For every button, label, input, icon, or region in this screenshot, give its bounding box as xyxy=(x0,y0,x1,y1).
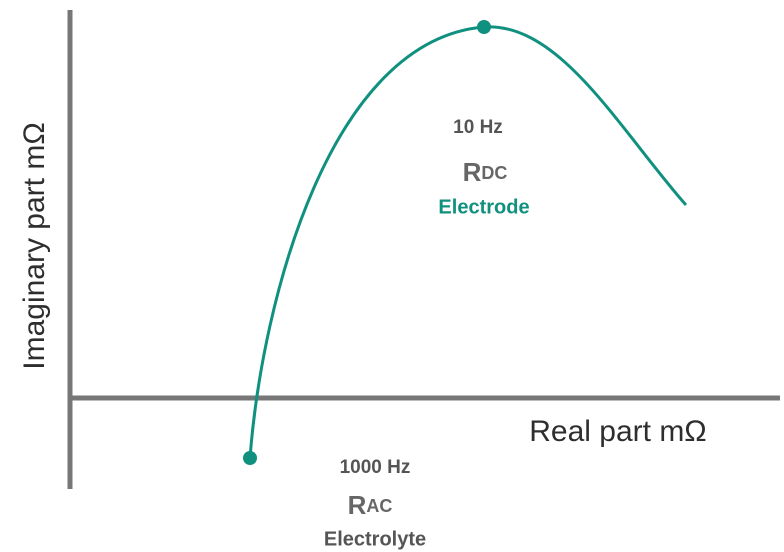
symbol-label: RAC xyxy=(348,490,393,520)
x-axis-label: Real part mΩ xyxy=(529,415,706,448)
point-name: Electrode xyxy=(438,196,529,218)
symbol-letter: R xyxy=(348,490,367,520)
frequency-label: 1000 Hz xyxy=(340,457,411,478)
symbol-subscript: DC xyxy=(481,163,507,183)
frequency-label: 10 Hz xyxy=(453,117,503,138)
point-name: Electrolyte xyxy=(324,528,426,550)
point-marker xyxy=(477,20,491,34)
symbol-label: RDC xyxy=(463,157,508,187)
symbol-letter: R xyxy=(463,157,482,187)
y-axis-label: Imaginary part mΩ xyxy=(18,122,51,370)
point-marker xyxy=(243,451,257,465)
symbol-subscript: AC xyxy=(366,496,392,516)
nyquist-curve xyxy=(248,25,688,459)
